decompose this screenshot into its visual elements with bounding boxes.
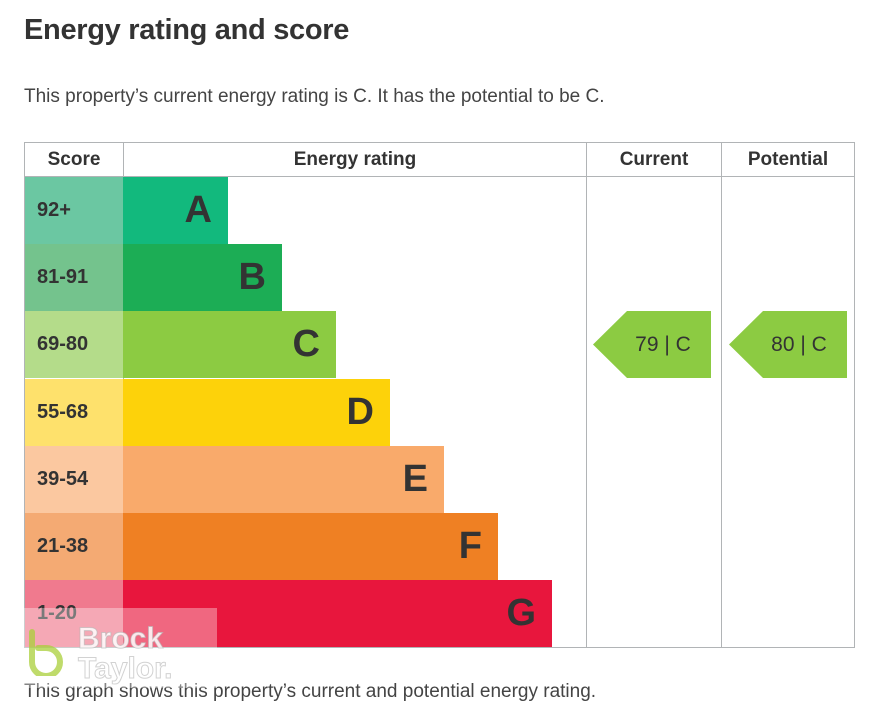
header-divider xyxy=(25,176,854,177)
score-range-a: 92+ xyxy=(25,177,123,244)
brock-taylor-logo-icon xyxy=(29,629,63,676)
column-header-current: Current xyxy=(619,149,689,170)
energy-rating-chart: Score Energy rating Current Potential 92… xyxy=(24,142,855,648)
band-letter: B xyxy=(238,256,266,299)
band-letter: F xyxy=(458,525,482,567)
column-divider xyxy=(721,143,722,647)
page-title: Energy rating and score xyxy=(24,14,350,46)
band-letter: G xyxy=(506,592,536,635)
rating-band-f: F xyxy=(123,513,498,580)
score-range-f: 21-38 xyxy=(25,513,123,580)
watermark: Brock Taylor. xyxy=(24,608,217,688)
column-header-score: Score xyxy=(47,149,101,170)
rating-band-d: D xyxy=(123,378,390,446)
watermark-text: Brock Taylor. xyxy=(77,622,173,685)
potential-rating-marker-label: 80 | C xyxy=(771,333,827,357)
rating-band-c: C xyxy=(123,311,336,379)
rating-band-g: G xyxy=(123,580,552,648)
rating-band-a: A xyxy=(123,177,228,244)
column-header-energy-rating: Energy rating xyxy=(293,149,417,170)
score-range-d: 55-68 xyxy=(25,378,123,446)
band-letter: D xyxy=(346,390,374,433)
rating-band-e: E xyxy=(123,445,444,513)
band-letter: A xyxy=(184,189,212,231)
score-range-g: 1-20 xyxy=(25,580,123,648)
band-letter: C xyxy=(292,323,320,366)
chart-footnote: This graph shows this property’s current… xyxy=(24,681,597,702)
band-letter: E xyxy=(402,457,428,500)
potential-rating-marker: 80 | C xyxy=(729,311,847,379)
rating-summary: This property’s current energy rating is… xyxy=(24,86,605,107)
score-range-b: 81-91 xyxy=(25,244,123,312)
current-rating-marker-label: 79 | C xyxy=(635,333,691,357)
score-range-c: 69-80 xyxy=(25,311,123,379)
column-divider xyxy=(586,143,587,647)
potential-rating-marker-arrow-shape xyxy=(729,311,847,379)
current-rating-marker-arrow-shape xyxy=(593,311,711,379)
score-range-e: 39-54 xyxy=(25,445,123,513)
rating-band-b: B xyxy=(123,244,282,312)
column-header-potential: Potential xyxy=(747,149,829,170)
current-rating-marker: 79 | C xyxy=(593,311,711,379)
